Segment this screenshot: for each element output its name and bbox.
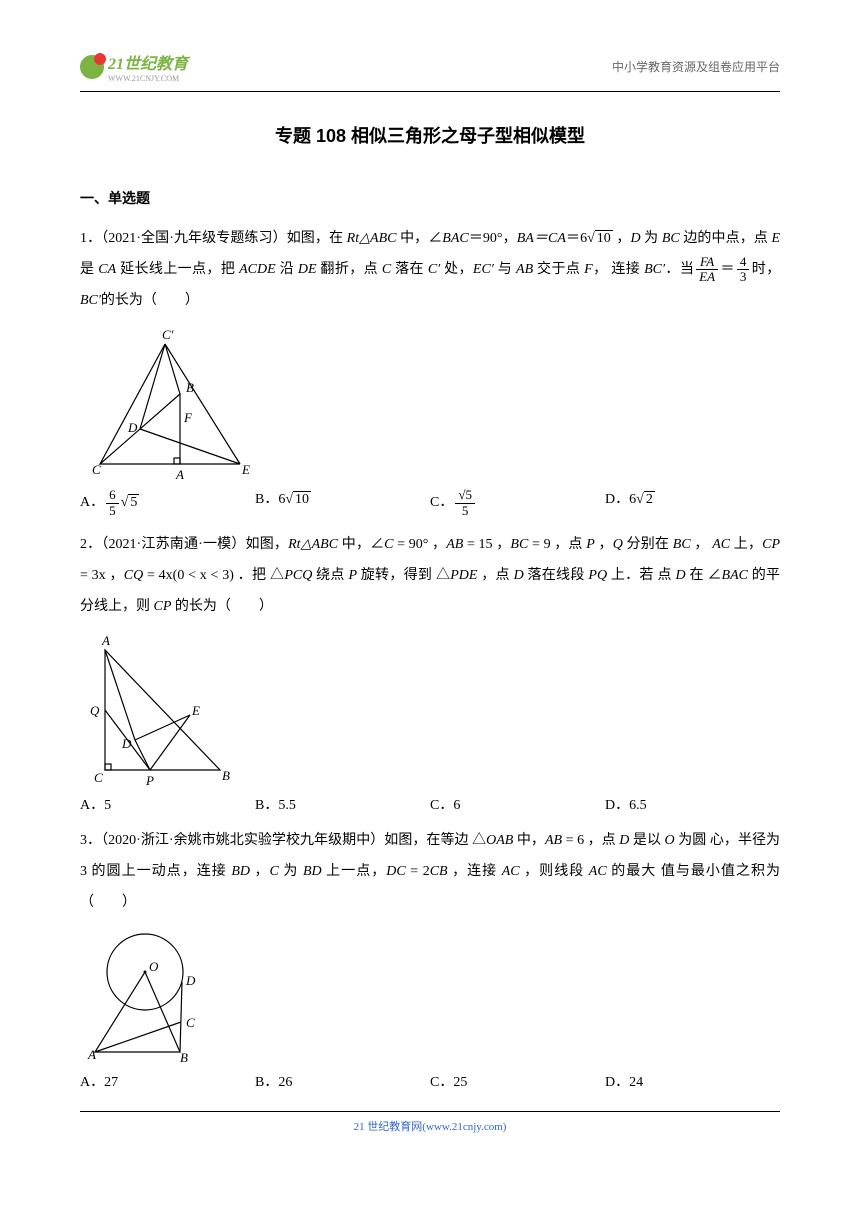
q1-t8: D	[630, 231, 640, 246]
svg-text:C: C	[186, 1015, 195, 1030]
q1-diagram: C′ B F D C A E	[80, 324, 780, 484]
problem-2: 2．（2021·江苏南通·一模）如图，Rt△ABC 中，∠C = 90° ，AB…	[80, 530, 780, 622]
q1-l2a: 边的中点，点	[683, 231, 771, 246]
q1-l2e: 延长线上一点，把	[116, 262, 239, 277]
q1-l2m: 处，	[440, 262, 473, 277]
problem-1: 1．（2021·全国·九年级专题练习）如图，在 Rt△ABC 中，∠BAC＝90…	[80, 224, 780, 316]
svg-text:E: E	[191, 703, 200, 718]
q1-l2c: 是	[80, 262, 98, 277]
q3-diagram: O D C A B	[80, 927, 780, 1067]
q3-optA: A．27	[80, 1071, 255, 1091]
page: 21世纪教育 WWW.21CNJY.COM 中小学教育资源及组卷应用平台 专题 …	[0, 0, 860, 1174]
svg-text:B: B	[222, 768, 230, 783]
svg-text:D: D	[127, 420, 138, 435]
svg-text:C: C	[94, 770, 103, 785]
svg-text:D: D	[185, 973, 196, 988]
q1-optB: B．610	[255, 488, 430, 518]
q1-l2d: CA	[98, 262, 116, 277]
q1-l2j: C	[382, 262, 391, 277]
q3-num: 3．	[80, 833, 101, 848]
svg-text:D: D	[121, 736, 132, 751]
q1-t10: BC	[662, 231, 680, 246]
q1-optD: D．62	[605, 488, 780, 518]
svg-text:C: C	[92, 462, 101, 477]
q2-diagram: A Q E D C P B	[80, 630, 780, 790]
logo-area: 21世纪教育 WWW.21CNJY.COM	[80, 50, 188, 83]
q1-l2r: F	[584, 262, 593, 277]
q1-options: A．655 B．610 C．√55 D．62	[80, 488, 780, 518]
q2-optD: D．6.5	[605, 794, 780, 814]
q1-l3c: ．当	[665, 262, 694, 277]
q1-l3f: BC'	[80, 293, 101, 308]
q1-t3: BAC	[442, 231, 468, 246]
q1-l2f: ACDE	[239, 262, 276, 277]
q2-optA: A．5	[80, 794, 255, 814]
q3-optC: C．25	[430, 1071, 605, 1091]
q2-optC: C．6	[430, 794, 605, 814]
q1-num: 1．	[80, 231, 101, 246]
q2-options: A．5 B．5.5 C．6 D．6.5	[80, 794, 780, 814]
q1-l2q: 交于点	[533, 262, 584, 277]
svg-text:B: B	[180, 1050, 188, 1065]
logo-sub: WWW.21CNJY.COM	[108, 74, 188, 83]
section-header: 一、单选题	[80, 188, 780, 208]
svg-text:Q: Q	[90, 703, 100, 718]
q1-l2p: AB	[516, 262, 533, 277]
q1-source: （2021·全国·九年级专题练习）如图，在	[101, 231, 346, 246]
logo-main: 21世纪教育	[108, 56, 188, 73]
q1-frac2: 43	[737, 255, 750, 285]
q3-optD: D．24	[605, 1071, 780, 1091]
q1-l3a: 连接	[611, 262, 644, 277]
q3-options: A．27 B．26 C．25 D．24	[80, 1071, 780, 1091]
header-right: 中小学教育资源及组卷应用平台	[612, 58, 780, 75]
svg-text:A: A	[175, 467, 184, 482]
q1-l2h: DE	[298, 262, 317, 277]
problem-3: 3．（2020·浙江·余姚市姚北实验学校九年级期中）如图，在等边 △OAB 中，…	[80, 826, 780, 918]
q1-l2k: 落在	[391, 262, 428, 277]
q1-t2: 中，∠	[397, 231, 443, 246]
svg-text:B: B	[186, 380, 194, 395]
svg-text:P: P	[145, 773, 154, 788]
q1-t1: Rt△ABC	[347, 231, 397, 246]
q1-t5: BA＝CA	[517, 231, 566, 246]
q1-l3g: 的长为（ ）	[101, 293, 199, 308]
q1-l3d: ＝	[720, 262, 735, 277]
svg-text:F: F	[183, 410, 193, 425]
svg-text:C′: C′	[162, 327, 174, 342]
q1-t4: ＝90°，	[469, 231, 517, 246]
q1-optC: C．√55	[430, 488, 605, 518]
q1-sqrt1: 10	[587, 224, 613, 255]
q1-t9: 为	[641, 231, 662, 246]
q2-optB: B．5.5	[255, 794, 430, 814]
q1-l3e: 时，	[751, 262, 780, 277]
svg-text:A: A	[87, 1047, 96, 1062]
q1-frac1: FAEA	[696, 255, 718, 285]
logo-icon	[80, 55, 104, 79]
page-header: 21世纪教育 WWW.21CNJY.COM 中小学教育资源及组卷应用平台	[80, 50, 780, 83]
q1-l3b: BC′	[644, 262, 665, 277]
q1-l2i: 翻折，点	[317, 262, 382, 277]
svg-text:E: E	[241, 462, 250, 477]
q1-l2s: ，	[593, 262, 608, 277]
q3-optB: B．26	[255, 1071, 430, 1091]
header-rule	[80, 91, 780, 92]
svg-text:A: A	[101, 633, 110, 648]
logo-text-wrap: 21世纪教育 WWW.21CNJY.COM	[108, 50, 188, 83]
q1-optA: A．655	[80, 488, 255, 518]
q1-l2o: 与	[494, 262, 516, 277]
q2-num: 2．	[80, 537, 101, 552]
document-title: 专题 108 相似三角形之母子型相似模型	[80, 122, 780, 148]
q1-l2n: EC′	[473, 262, 494, 277]
q1-l2g: 沿	[276, 262, 298, 277]
q1-t6: ＝6	[566, 231, 587, 246]
q1-l2b: E	[771, 231, 780, 246]
page-footer: 21 世纪教育网(www.21cnjy.com)	[80, 1111, 780, 1134]
q1-t7: ，	[613, 231, 631, 246]
q1-l2l: C′	[428, 262, 440, 277]
svg-text:O: O	[149, 959, 159, 974]
